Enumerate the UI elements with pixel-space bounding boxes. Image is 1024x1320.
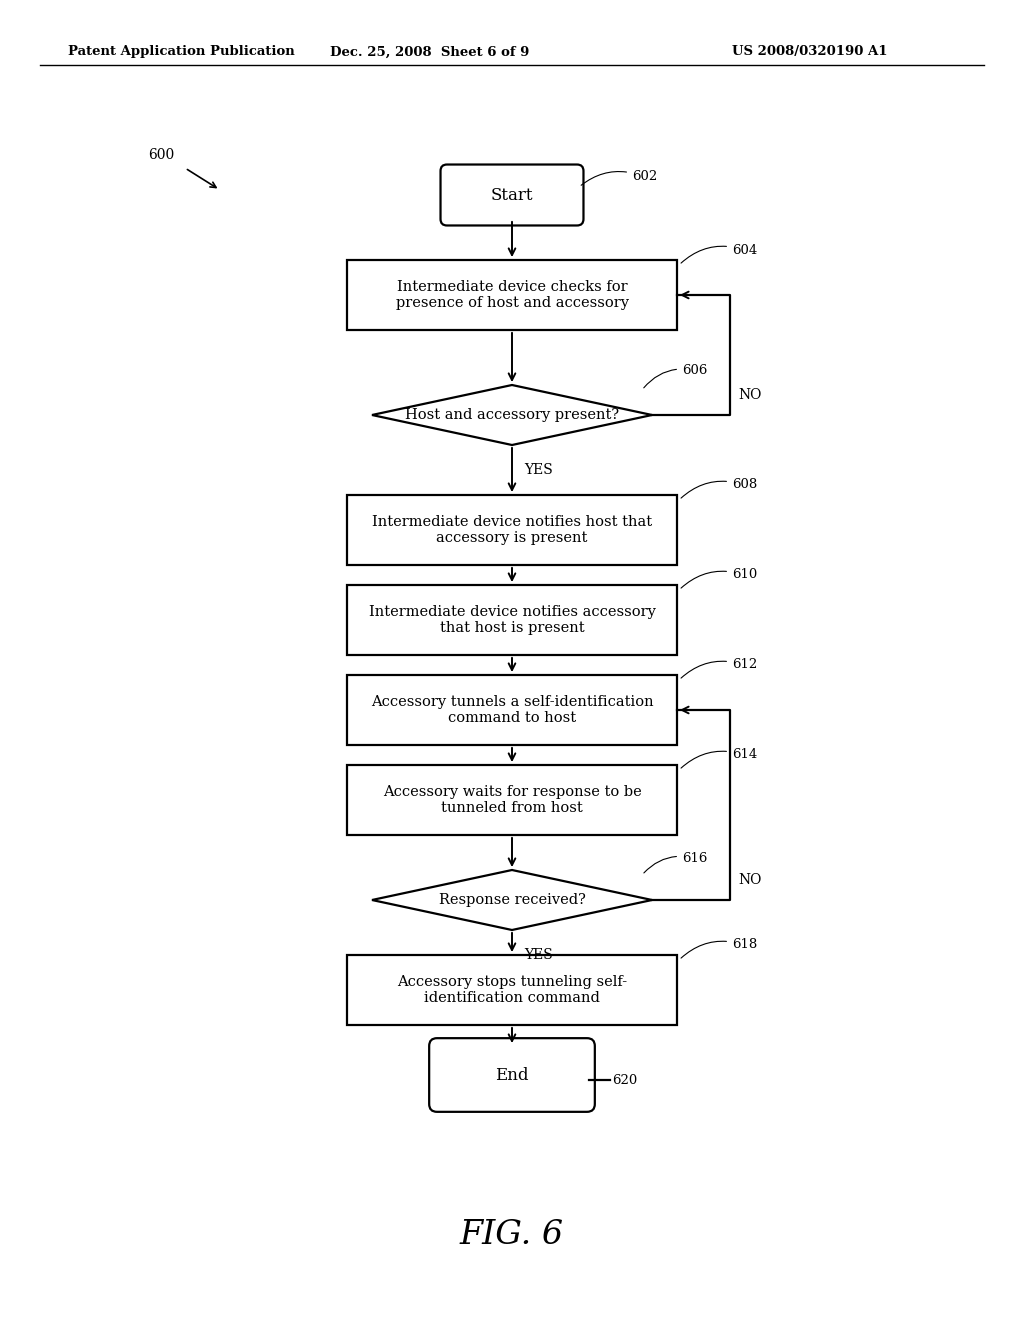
Text: Intermediate device checks for
presence of host and accessory: Intermediate device checks for presence … [395,280,629,310]
Text: US 2008/0320190 A1: US 2008/0320190 A1 [732,45,888,58]
Text: NO: NO [738,873,762,887]
Polygon shape [372,870,652,931]
FancyBboxPatch shape [440,165,584,226]
Text: 620: 620 [612,1073,637,1086]
Text: Host and accessory present?: Host and accessory present? [404,408,620,422]
Text: 606: 606 [644,363,708,388]
Text: Dec. 25, 2008  Sheet 6 of 9: Dec. 25, 2008 Sheet 6 of 9 [331,45,529,58]
Text: 608: 608 [681,479,758,498]
Text: 604: 604 [681,243,758,263]
Text: FIG. 6: FIG. 6 [460,1218,564,1251]
Text: 616: 616 [644,851,708,873]
Text: 610: 610 [681,569,758,589]
Text: Accessory stops tunneling self-
identification command: Accessory stops tunneling self- identifi… [397,975,627,1005]
Text: Start: Start [490,186,534,203]
Bar [347,766,677,836]
Text: 602: 602 [582,170,657,185]
Text: End: End [496,1067,528,1084]
Text: Intermediate device notifies accessory
that host is present: Intermediate device notifies accessory t… [369,605,655,635]
Bar [347,675,677,744]
Text: YES: YES [524,463,553,477]
Text: NO: NO [738,388,762,403]
Text: Accessory tunnels a self-identification
command to host: Accessory tunnels a self-identification … [371,694,653,725]
Text: Response received?: Response received? [438,894,586,907]
Text: 618: 618 [681,939,758,958]
Bar [347,585,677,655]
Text: YES: YES [524,948,553,962]
Bar [347,260,677,330]
Text: 600: 600 [148,148,174,162]
Text: Intermediate device notifies host that
accessory is present: Intermediate device notifies host that a… [372,515,652,545]
Text: 612: 612 [681,659,758,678]
Text: 614: 614 [681,748,758,768]
Polygon shape [372,385,652,445]
FancyBboxPatch shape [429,1038,595,1111]
Bar [347,495,677,565]
Text: Patent Application Publication: Patent Application Publication [68,45,295,58]
Text: Accessory waits for response to be
tunneled from host: Accessory waits for response to be tunne… [383,785,641,814]
Bar [347,954,677,1026]
